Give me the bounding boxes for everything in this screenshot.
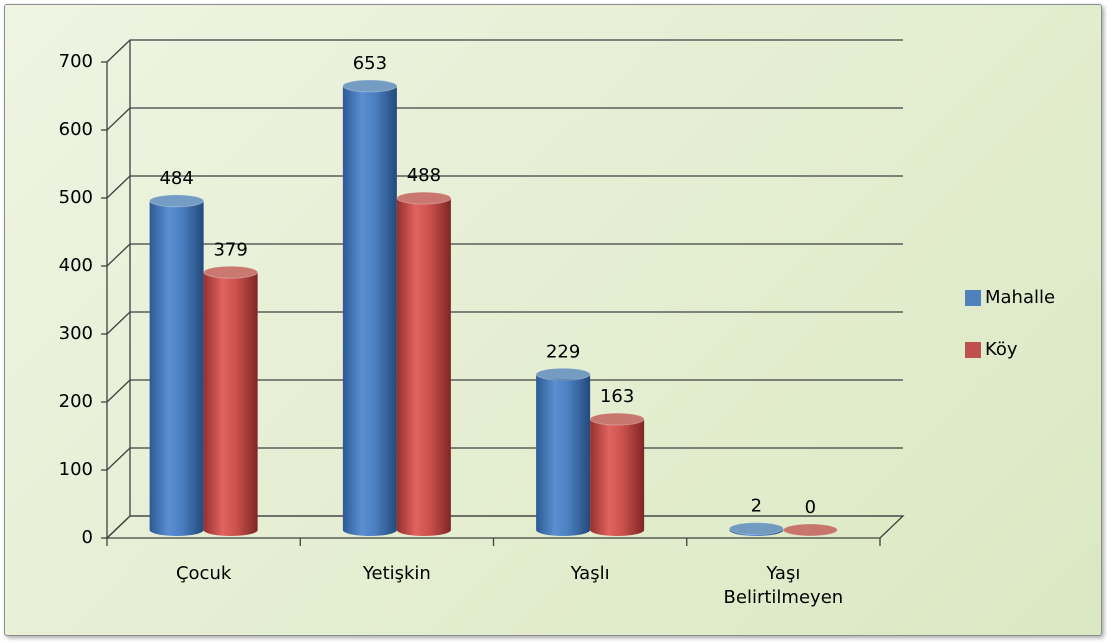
y-tick-label: 500 <box>59 187 93 208</box>
x-tick-label: Yetişkin <box>362 563 431 584</box>
grid-line <box>106 379 903 403</box>
y-tick-label: 100 <box>59 459 93 480</box>
grid-line <box>106 447 903 471</box>
grid-line <box>106 175 903 199</box>
x-tick-label: Yaşlı <box>570 563 610 584</box>
bar <box>203 272 258 536</box>
y-tick-label: 200 <box>59 391 93 412</box>
bar-cap <box>728 522 784 536</box>
y-tick-label: 700 <box>59 51 93 72</box>
grid-line <box>106 243 903 267</box>
data-label: 653 <box>353 53 387 74</box>
bar <box>396 198 451 536</box>
bar <box>536 374 591 536</box>
bar-cap <box>782 523 838 537</box>
data-label: 0 <box>805 497 816 518</box>
bar-cap <box>535 367 591 381</box>
data-label: 163 <box>600 386 634 407</box>
x-tick-label: Çocuk <box>175 563 232 584</box>
x-tick-label: Yaşı Belirtilmeyen <box>723 563 844 608</box>
data-label: 488 <box>407 165 441 186</box>
grid-line <box>106 515 903 539</box>
bar <box>342 85 397 537</box>
y-tick-label: 300 <box>59 323 93 344</box>
bar-cap <box>149 194 205 208</box>
data-label: 229 <box>546 341 580 362</box>
bar-cap <box>203 265 259 279</box>
data-label: 2 <box>751 496 762 517</box>
bar-cap <box>589 412 645 426</box>
legend-label: Mahalle <box>985 287 1055 308</box>
grid-line <box>106 311 903 335</box>
bar <box>590 419 645 536</box>
y-tick-label: 400 <box>59 255 93 276</box>
bar <box>729 528 784 536</box>
bar-cap <box>396 191 452 205</box>
bar-cap <box>342 79 398 93</box>
y-tick-label: 600 <box>59 119 93 140</box>
legend-swatch <box>965 342 981 358</box>
grid-line <box>106 39 903 63</box>
legend-label: Köy <box>985 339 1018 360</box>
bar <box>149 200 204 536</box>
data-label: 484 <box>159 168 193 189</box>
grid-line <box>106 107 903 131</box>
y-tick-label: 0 <box>82 527 93 548</box>
data-label: 379 <box>213 239 247 260</box>
legend-swatch <box>965 290 981 306</box>
